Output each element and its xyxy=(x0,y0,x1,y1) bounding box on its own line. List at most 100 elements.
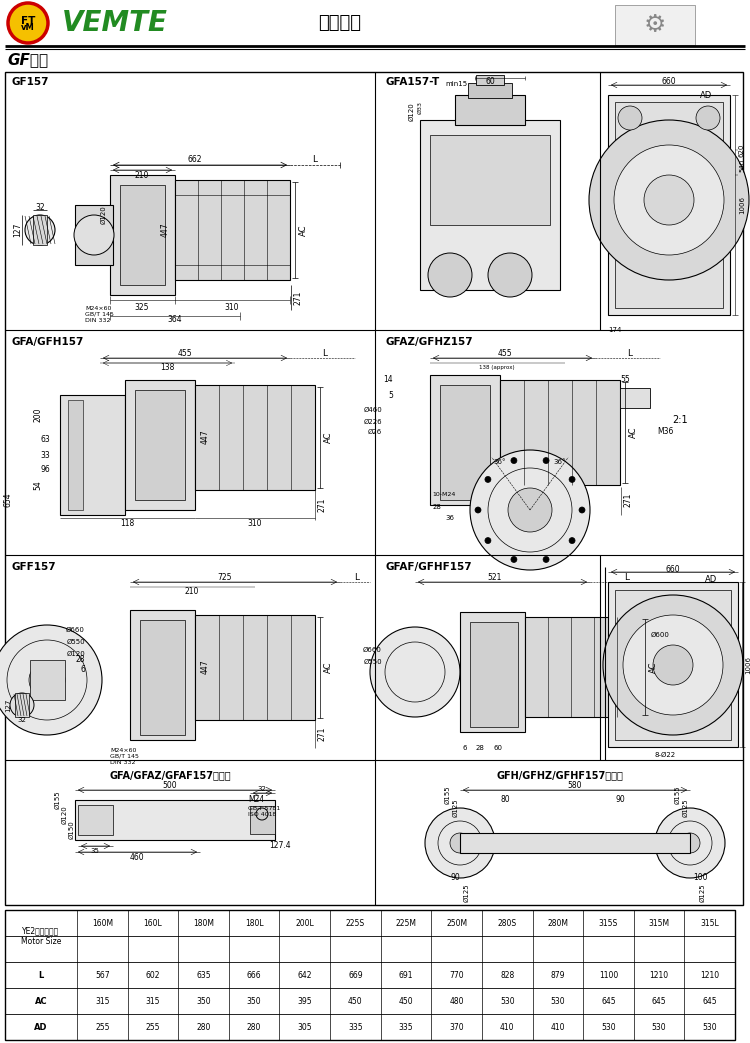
Bar xyxy=(120,185,165,285)
Text: 660: 660 xyxy=(662,77,676,87)
Text: 669: 669 xyxy=(348,970,363,979)
Text: Ø600: Ø600 xyxy=(650,632,670,638)
Text: 691: 691 xyxy=(399,970,413,979)
Text: 530: 530 xyxy=(500,996,514,1005)
Text: AC: AC xyxy=(298,224,307,236)
Text: Ø120: Ø120 xyxy=(409,102,415,121)
Text: L: L xyxy=(313,155,317,165)
Text: 55: 55 xyxy=(620,375,630,385)
Text: 315: 315 xyxy=(146,996,160,1005)
Circle shape xyxy=(450,833,470,853)
Text: min15: min15 xyxy=(445,81,467,87)
Circle shape xyxy=(655,808,725,878)
Text: Ø460: Ø460 xyxy=(363,407,382,413)
Text: 160L: 160L xyxy=(143,919,162,927)
Text: GF157: GF157 xyxy=(12,77,50,87)
Text: Ø120: Ø120 xyxy=(66,651,85,657)
Text: 315S: 315S xyxy=(598,919,618,927)
Circle shape xyxy=(425,808,495,878)
Text: 620: 620 xyxy=(739,143,745,156)
Text: 315: 315 xyxy=(95,996,109,1005)
Circle shape xyxy=(614,145,724,254)
Text: M24: M24 xyxy=(248,796,264,804)
Text: 32: 32 xyxy=(17,717,26,723)
Bar xyxy=(15,693,29,717)
Text: 28: 28 xyxy=(433,504,442,510)
Circle shape xyxy=(74,215,114,254)
Bar xyxy=(460,833,690,853)
Circle shape xyxy=(0,625,102,735)
Text: 447: 447 xyxy=(160,223,170,238)
Text: GFA157-T: GFA157-T xyxy=(385,77,439,87)
Bar xyxy=(75,800,275,840)
Text: GB/T 145: GB/T 145 xyxy=(110,753,139,758)
Text: 14: 14 xyxy=(383,375,393,385)
Text: AD: AD xyxy=(700,91,712,99)
Circle shape xyxy=(511,557,517,562)
Text: 879: 879 xyxy=(550,970,565,979)
Text: 305: 305 xyxy=(298,1022,312,1032)
Text: Ø26: Ø26 xyxy=(368,429,382,435)
Text: Ø125: Ø125 xyxy=(453,799,459,818)
Text: 335: 335 xyxy=(399,1022,413,1032)
Bar xyxy=(468,83,512,98)
Text: AC: AC xyxy=(323,431,332,442)
Text: AC: AC xyxy=(628,427,638,438)
Bar xyxy=(78,805,113,835)
Circle shape xyxy=(653,645,693,685)
Bar xyxy=(135,390,185,500)
Text: 33: 33 xyxy=(40,451,50,460)
Circle shape xyxy=(485,537,491,543)
Text: 32: 32 xyxy=(257,786,266,792)
Text: 725: 725 xyxy=(217,574,232,582)
Text: 1100: 1100 xyxy=(598,970,618,979)
Bar xyxy=(440,385,490,500)
Bar xyxy=(110,175,175,295)
Text: Ø120: Ø120 xyxy=(62,805,68,824)
Text: 2:1: 2:1 xyxy=(672,415,688,425)
Text: Ø155: Ø155 xyxy=(55,791,61,809)
Bar xyxy=(608,95,730,315)
Text: 450: 450 xyxy=(348,996,363,1005)
Text: 645: 645 xyxy=(652,996,667,1005)
Text: 280S: 280S xyxy=(498,919,517,927)
Text: Ø155: Ø155 xyxy=(445,785,451,804)
Text: 364: 364 xyxy=(168,315,182,324)
Text: 210: 210 xyxy=(135,170,149,179)
Text: Ø120: Ø120 xyxy=(101,205,107,224)
Text: 160M: 160M xyxy=(92,919,112,927)
Circle shape xyxy=(579,507,585,513)
Text: Ø33: Ø33 xyxy=(418,101,422,115)
Bar xyxy=(500,380,620,485)
Text: 310: 310 xyxy=(225,304,239,313)
Text: 250M: 250M xyxy=(446,919,467,927)
Text: 410: 410 xyxy=(500,1022,514,1032)
Text: AD: AD xyxy=(34,1022,48,1032)
Text: Ø125: Ø125 xyxy=(700,883,706,902)
Bar xyxy=(33,215,47,245)
Text: 500: 500 xyxy=(163,781,177,791)
Text: 54: 54 xyxy=(34,480,43,490)
Text: 645: 645 xyxy=(602,996,616,1005)
Text: 521: 521 xyxy=(488,574,502,582)
Text: 138: 138 xyxy=(160,364,174,372)
Bar xyxy=(430,375,500,505)
Text: Ø550: Ø550 xyxy=(66,639,85,645)
Bar xyxy=(130,610,195,739)
Text: 127: 127 xyxy=(5,699,11,711)
Circle shape xyxy=(488,253,532,297)
Bar xyxy=(250,806,275,834)
Text: 280: 280 xyxy=(247,1022,261,1032)
Circle shape xyxy=(475,507,481,513)
Circle shape xyxy=(485,477,491,483)
Text: GFA/GFAZ/GFAF157输出轴: GFA/GFAZ/GFAF157输出轴 xyxy=(110,770,231,780)
Text: 654: 654 xyxy=(4,492,13,507)
Text: 200: 200 xyxy=(34,408,43,422)
Text: M36: M36 xyxy=(657,428,674,437)
Text: Ø125: Ø125 xyxy=(464,883,470,902)
Bar xyxy=(476,75,504,84)
Text: 36°: 36° xyxy=(554,459,566,465)
Circle shape xyxy=(470,450,590,571)
Text: 100: 100 xyxy=(693,873,707,882)
Circle shape xyxy=(569,477,575,483)
